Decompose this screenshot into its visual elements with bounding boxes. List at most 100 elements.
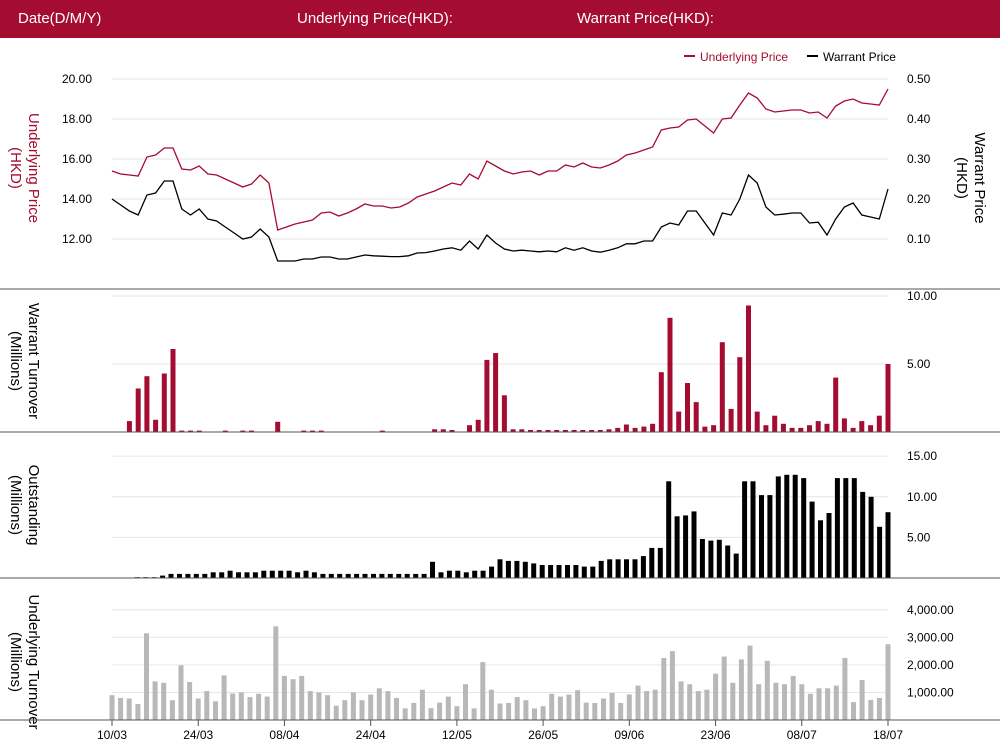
underlying-turnover-bar: [730, 682, 736, 720]
underlying-turnover-bar: [833, 685, 839, 720]
underlying-turnover-bar: [635, 685, 641, 720]
outstanding-bar: [311, 572, 317, 578]
legend-warrant-label: Warrant Price: [823, 50, 896, 64]
warrant-turnover-bar: [676, 411, 682, 432]
warrant-turnover-bar: [196, 430, 202, 432]
outstanding-bar: [868, 496, 874, 579]
outstanding-bar: [489, 566, 495, 578]
underlying-turnover-bar: [488, 689, 494, 720]
outstanding-bar: [632, 559, 638, 578]
warrant-turnover-bar: [536, 430, 542, 432]
outstanding-bar: [522, 561, 528, 579]
y2-axis-title: Warrant Price(HKD): [953, 132, 988, 223]
warrant-turnover-bar: [667, 317, 673, 432]
underlying-turnover-bar: [169, 700, 175, 720]
outstanding-bar: [759, 495, 764, 578]
warrant-turnover-bar: [728, 408, 734, 432]
underlying-turnover-bar: [816, 688, 822, 720]
x-tick-label: 24/04: [356, 728, 386, 742]
underlying-turnover-bar: [652, 689, 658, 720]
underlying-turnover-bar: [135, 704, 141, 720]
underlying-turnover-bar: [118, 698, 124, 720]
underlying-turnover-bar: [859, 680, 865, 720]
warrant-turnover-bar: [789, 427, 795, 432]
underlying-turnover-bar: [411, 702, 417, 720]
outstanding-bar: [573, 565, 579, 578]
warrant-turnover-bar: [249, 430, 254, 432]
underlying-turnover-bar: [661, 658, 667, 720]
outstanding-bar: [514, 560, 520, 578]
warrant-turnover-panel: 10.00 5.00 Warrant Turnover(Millions): [7, 289, 937, 432]
outstanding-bar: [826, 513, 832, 578]
outstanding-bar: [396, 573, 402, 578]
underlying-turnover-bar: [316, 692, 322, 720]
warrant-turnover-bar: [780, 423, 786, 432]
outstanding-bar: [590, 566, 596, 578]
underlying-turnover-bar: [506, 702, 512, 720]
outstanding-bar: [236, 572, 241, 578]
date-label: Date(D/M/Y): [18, 10, 102, 27]
underlying-turnover-bar: [885, 644, 891, 720]
warrant-turnover-bar: [467, 425, 472, 432]
underlying-turnover-bar: [678, 681, 684, 720]
outstanding-bar: [691, 511, 697, 578]
outstanding-bar: [193, 573, 199, 578]
underlying-turnover-bar: [876, 698, 882, 720]
underlying-turnover-bar: [713, 673, 719, 720]
warrant-turnover-bar: [885, 364, 891, 432]
warrant-turnover-bar: [493, 353, 499, 432]
warrant-turnover-bar: [301, 430, 307, 432]
outstanding-bar: [843, 478, 849, 578]
legend: Underlying Price Warrant Price: [684, 50, 896, 64]
outstanding-bar: [404, 573, 410, 578]
underlying-turnover-bar: [385, 691, 391, 720]
warrant-turnover-bar: [126, 421, 132, 432]
underlying-turnover-bar: [851, 702, 856, 720]
underlying-turnover-bar: [402, 708, 408, 720]
warrant-turnover-bar: [719, 342, 725, 432]
underlying-turnover-bar: [618, 702, 624, 720]
y2-tick-label: 0.50: [907, 72, 931, 86]
underlying-turnover-bar: [350, 692, 356, 720]
underlying-turnover-bar: [514, 697, 520, 720]
warrant-turnover-bar: [807, 425, 812, 432]
outstanding-bar: [219, 572, 225, 578]
underlying-turnover-bar: [204, 691, 210, 720]
outstanding-bar: [851, 478, 857, 578]
underlying-turnover-axis-title: Underlying Turnover(Millions): [7, 594, 42, 729]
underlying-turnover-bar: [532, 708, 537, 720]
y2-tick-label: 0.40: [907, 112, 931, 126]
underlying-turnover-bar: [419, 689, 425, 720]
outstanding-bar: [227, 570, 233, 578]
underlying-turnover-bar: [230, 693, 236, 720]
y2-tick-label: 0.30: [907, 152, 931, 166]
warrant-turnover-bar: [449, 430, 455, 432]
outstanding-bar: [834, 478, 840, 578]
underlying-turnover-bar: [471, 708, 477, 720]
outstanding-bar: [809, 501, 815, 578]
underlying-turnover-bar: [687, 684, 693, 720]
underlying-turnover-bar: [480, 662, 486, 720]
outstanding-bar: [261, 570, 267, 578]
underlying-turnover-bar: [437, 702, 443, 720]
outstanding-bar: [877, 526, 883, 578]
outstanding-bar: [649, 547, 655, 578]
x-tick-label: 08/07: [787, 728, 817, 742]
underlying-turnover-bar: [592, 702, 598, 720]
outstanding-bar: [565, 565, 570, 578]
underlying-turnover-bar: [376, 688, 382, 720]
outstanding-bar: [716, 539, 722, 578]
underlying-turnover-bar: [264, 696, 270, 720]
warrant-turnover-bar: [222, 430, 228, 432]
outstanding-bar: [733, 553, 739, 578]
warrant-turnover-bar: [623, 424, 629, 432]
warrant-turnover-bar: [528, 430, 533, 432]
underlying-turnover-bar: [609, 693, 615, 720]
outstanding-bar: [328, 573, 334, 578]
underlying-turnover-bar: [221, 675, 227, 720]
warrant-turnover-bar: [580, 430, 586, 432]
x-tick-label: 18/07: [873, 728, 903, 742]
underlying-turnover-bar: [144, 633, 149, 720]
warrant-turnover-bar: [275, 421, 281, 432]
outstanding-bar: [750, 481, 756, 578]
